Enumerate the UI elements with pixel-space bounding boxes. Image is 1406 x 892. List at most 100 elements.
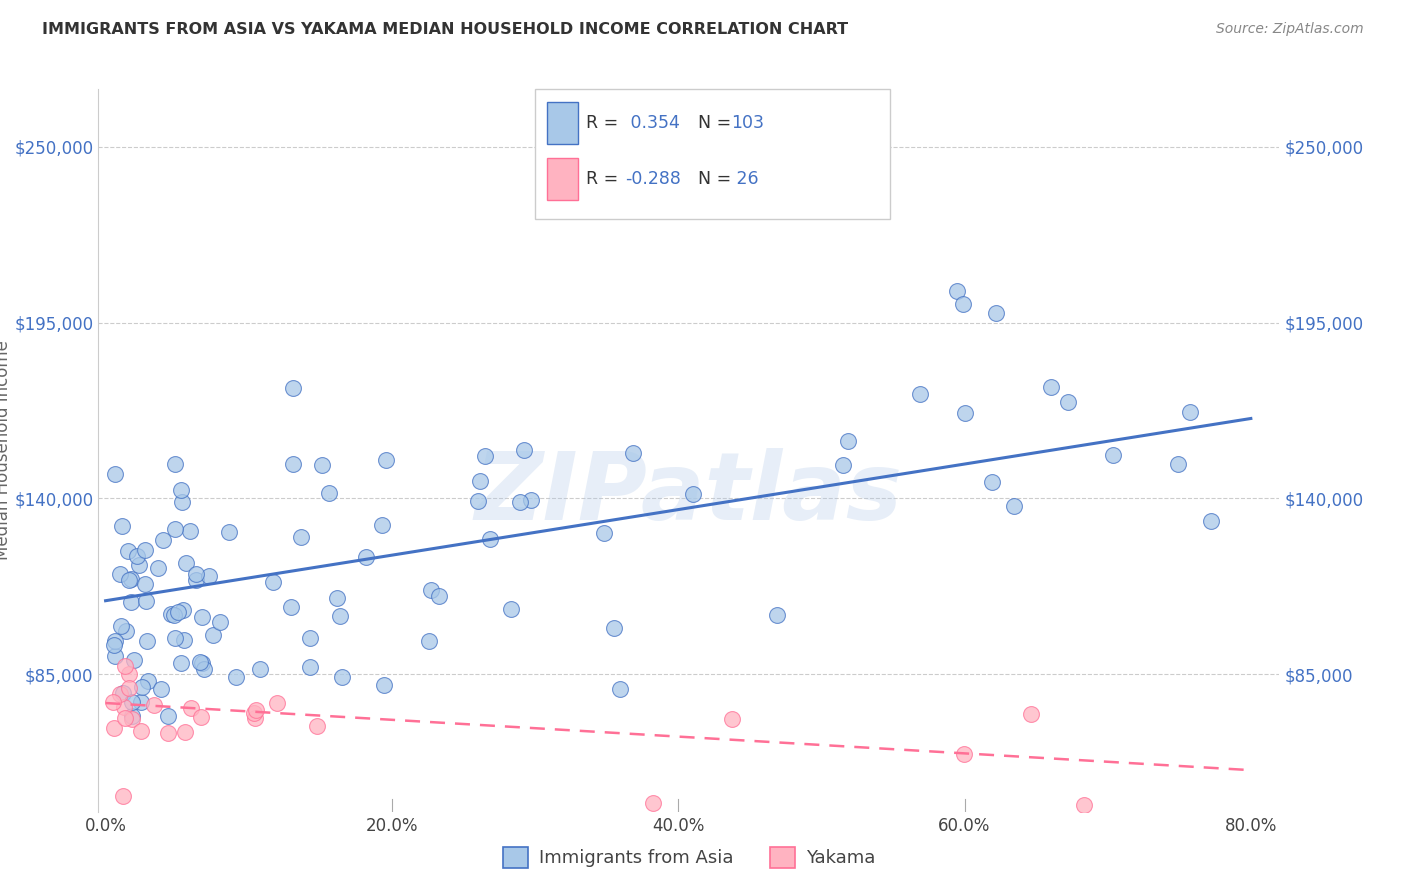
Point [209,615,232,629]
Point [118,681,141,696]
Point [193,662,215,676]
Point [134,543,156,558]
Point [163,522,186,536]
Point [118,667,141,681]
Text: -0.288: -0.288 [626,170,682,188]
Point [373,678,395,692]
Point [104,467,127,481]
Point [593,526,616,541]
Point [1199,514,1222,528]
Point [249,663,271,677]
Point [197,569,219,583]
Point [165,632,187,646]
Point [121,712,143,726]
Point [474,449,496,463]
Point [131,680,153,694]
Point [110,619,132,633]
Point [157,726,180,740]
Text: N =: N = [688,170,737,188]
Point [186,573,208,587]
Point [152,533,174,547]
Text: ZIPatlas: ZIPatlas [475,448,903,540]
Point [374,453,396,467]
Point [121,695,143,709]
Point [266,696,288,710]
Point [104,648,127,663]
Point [122,653,145,667]
Point [111,519,134,533]
Point [721,712,744,726]
Point [298,631,321,645]
Point [643,796,665,810]
Point [163,458,186,472]
Point [146,560,169,574]
Point [136,674,159,689]
Point [129,724,152,739]
Point [190,610,212,624]
Point [1101,448,1123,462]
Point [1073,798,1095,813]
Point [118,573,141,587]
Point [283,457,305,471]
Point [837,434,859,448]
Text: 0.354: 0.354 [626,114,681,132]
Point [135,594,157,608]
Point [179,524,201,538]
Point [609,681,631,696]
Point [832,458,855,472]
Point [1039,380,1062,394]
Point [163,608,186,623]
Point [117,543,139,558]
Point [329,608,352,623]
Point [509,495,531,509]
Text: R =: R = [586,114,624,132]
Point [242,706,264,720]
Point [262,574,284,589]
Point [103,696,125,710]
Point [134,577,156,591]
Point [157,708,180,723]
Point [114,658,136,673]
Point [513,442,536,457]
Point [1178,405,1201,419]
Point [245,703,267,717]
Point [307,719,329,733]
Point [311,458,333,473]
Point [128,558,150,572]
Point [129,695,152,709]
Point [945,284,967,298]
Point [142,698,165,712]
Point [180,701,202,715]
Text: Source: ZipAtlas.com: Source: ZipAtlas.com [1216,22,1364,37]
Point [1002,500,1025,514]
Point [188,655,211,669]
Point [520,492,543,507]
Point [184,567,207,582]
Point [766,607,789,622]
Point [299,660,322,674]
Point [104,634,127,648]
Point [1019,707,1042,722]
Point [330,670,353,684]
Point [420,583,443,598]
Point [120,573,142,587]
Point [125,549,148,563]
Point [170,495,193,509]
Point [173,633,195,648]
Point [114,711,136,725]
Point [418,633,440,648]
Point [167,605,190,619]
Point [281,381,304,395]
Point [467,493,489,508]
Point [371,517,394,532]
Point [499,602,522,616]
Point [354,550,377,565]
Point [121,708,143,723]
Point [170,483,193,497]
Point [603,621,626,635]
Point [952,747,974,761]
Point [980,475,1002,489]
Point [682,487,704,501]
Point [191,656,214,670]
Point [225,670,247,684]
